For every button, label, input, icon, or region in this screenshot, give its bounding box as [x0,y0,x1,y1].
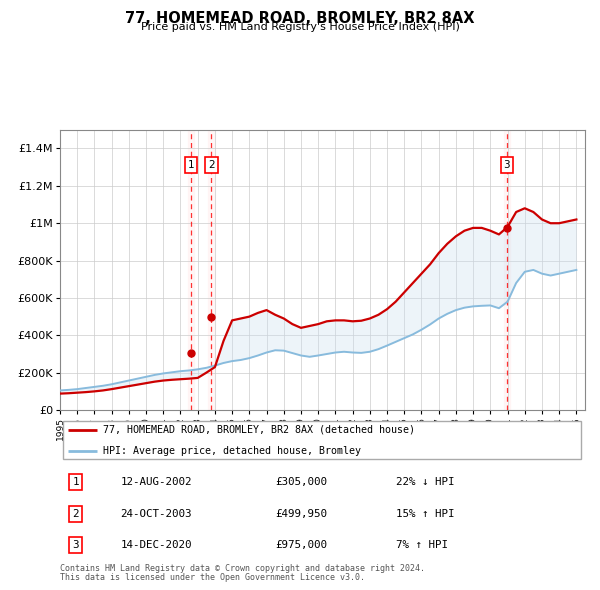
Text: HPI: Average price, detached house, Bromley: HPI: Average price, detached house, Brom… [103,446,361,455]
Text: 7% ↑ HPI: 7% ↑ HPI [396,540,448,550]
Text: 77, HOMEMEAD ROAD, BROMLEY, BR2 8AX: 77, HOMEMEAD ROAD, BROMLEY, BR2 8AX [125,11,475,25]
Bar [188,130,194,410]
Text: 3: 3 [73,540,79,550]
Text: £499,950: £499,950 [275,509,327,519]
Bar [504,130,510,410]
Text: 3: 3 [503,160,510,171]
Text: 1: 1 [73,477,79,487]
Text: Price paid vs. HM Land Registry's House Price Index (HPI): Price paid vs. HM Land Registry's House … [140,22,460,32]
Text: 15% ↑ HPI: 15% ↑ HPI [396,509,455,519]
Text: £305,000: £305,000 [275,477,327,487]
Text: 1: 1 [188,160,194,171]
Text: 24-OCT-2003: 24-OCT-2003 [121,509,192,519]
Text: 22% ↓ HPI: 22% ↓ HPI [396,477,455,487]
Text: 12-AUG-2002: 12-AUG-2002 [121,477,192,487]
Text: £975,000: £975,000 [275,540,327,550]
Text: This data is licensed under the Open Government Licence v3.0.: This data is licensed under the Open Gov… [60,573,365,582]
Text: 2: 2 [208,160,215,171]
Text: Contains HM Land Registry data © Crown copyright and database right 2024.: Contains HM Land Registry data © Crown c… [60,564,425,573]
FancyBboxPatch shape [62,421,581,459]
Text: 2: 2 [73,509,79,519]
Bar [208,130,215,410]
Text: 14-DEC-2020: 14-DEC-2020 [121,540,192,550]
Text: 77, HOMEMEAD ROAD, BROMLEY, BR2 8AX (detached house): 77, HOMEMEAD ROAD, BROMLEY, BR2 8AX (det… [103,425,415,434]
